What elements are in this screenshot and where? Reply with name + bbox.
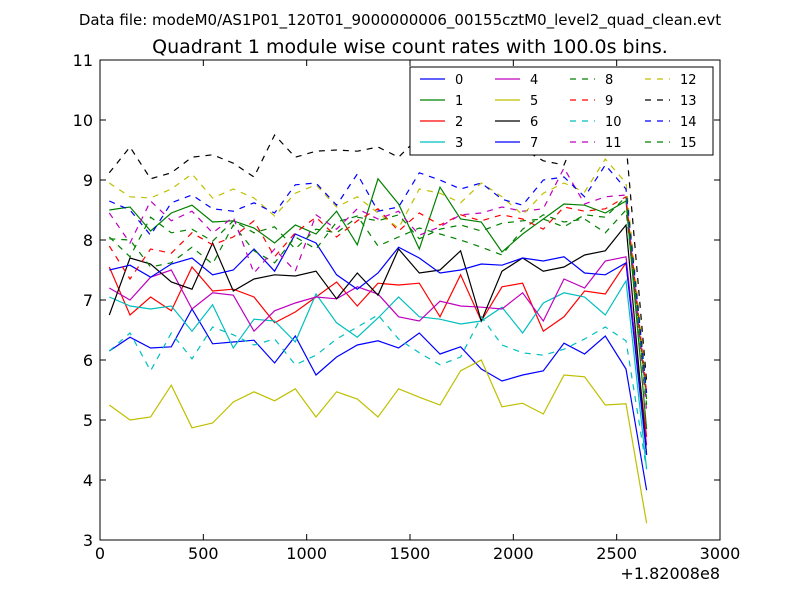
series-line-5 [108,359,648,524]
legend-label-4: 4 [530,73,538,88]
x-offset-label: +1.82008e8 [620,564,720,583]
series-line-8 [109,208,648,400]
series-layer [108,114,648,524]
chart-supertitle: Data file: modeM0/AS1P01_120T01_90000000… [79,11,721,30]
x-tick-label: 2500 [596,544,637,563]
legend-label-6: 6 [530,115,538,130]
legend-label-2: 2 [455,115,463,130]
legend-label-11: 11 [605,136,622,151]
x-axis: 0 500 1000 1500 2000 2500 3000 [95,60,740,563]
legend-label-9: 9 [605,94,613,109]
legend-label-1: 1 [455,94,463,109]
legend-label-5: 5 [530,94,538,109]
legend-label-14: 14 [680,115,697,130]
y-tick-label: 11 [73,51,93,70]
legend-label-12: 12 [680,73,697,88]
y-tick-label: 4 [83,471,93,490]
series-line-9 [108,195,648,394]
legend-frame [409,66,714,156]
plot-area [108,114,648,524]
series-line-10 [108,314,648,470]
y-tick-label: 8 [83,231,93,250]
series-line-1 [109,177,648,430]
legend-label-15: 15 [680,136,697,151]
x-tick-label: 500 [188,544,219,563]
x-tick-label: 1500 [390,544,431,563]
series-line-15 [108,195,648,406]
series-line-7 [109,233,648,455]
series-line-11 [108,166,648,412]
y-tick-label: 10 [73,111,93,130]
legend-label-0: 0 [455,73,463,88]
y-tick-label: 3 [83,531,93,550]
chart-title: Quadrant 1 module wise count rates with … [152,36,668,58]
series-line-6 [108,223,648,455]
x-tick-label: 2000 [493,544,534,563]
x-tick-label: 3000 [700,544,741,563]
x-tick-label: 1000 [286,544,327,563]
series-line-14 [109,164,648,394]
y-tick-label: 5 [83,411,93,430]
legend-label-10: 10 [605,115,622,130]
y-tick-label: 6 [83,351,93,370]
legend-label-3: 3 [455,136,463,151]
y-tick-label: 7 [83,291,93,310]
x-tick-label: 0 [95,544,105,563]
series-line-3 [109,278,648,470]
y-tick-label: 9 [83,171,93,190]
legend-label-13: 13 [680,94,697,109]
series-line-13 [108,114,648,382]
legend-label-7: 7 [530,136,538,151]
legend-label-8: 8 [605,73,613,88]
series-line-0 [108,307,648,491]
